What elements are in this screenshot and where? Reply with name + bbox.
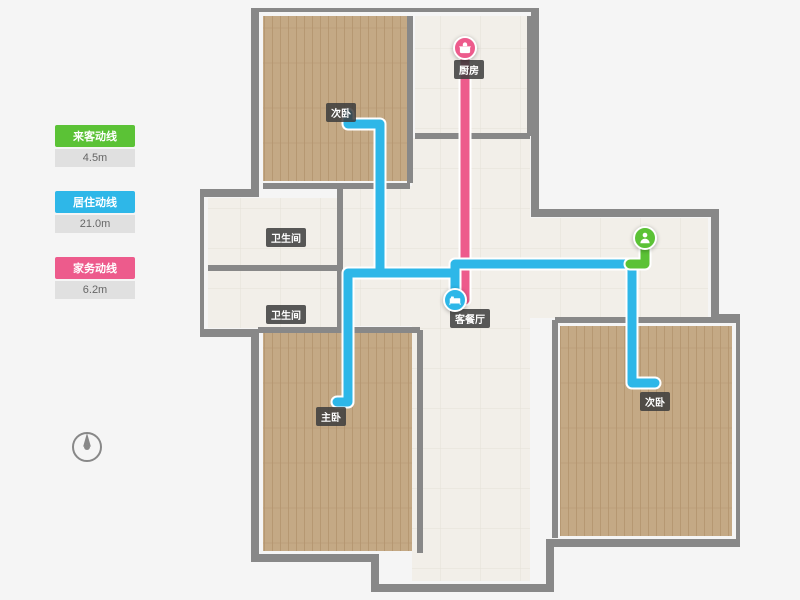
legend-label-chore: 家务动线 (55, 257, 135, 279)
legend-item-guest: 来客动线 4.5m (55, 125, 135, 167)
legend-value-living: 21.0m (55, 215, 135, 233)
chore-path-icon (453, 36, 477, 60)
room-label-master: 主卧 (316, 407, 346, 426)
compass-icon (70, 430, 104, 469)
legend-item-chore: 家务动线 6.2m (55, 257, 135, 299)
room-label-bedroom2a: 次卧 (326, 103, 356, 122)
legend-panel: 来客动线 4.5m 居住动线 21.0m 家务动线 6.2m (55, 125, 135, 323)
room-label-bathroom1: 卫生间 (266, 228, 306, 247)
room-bedroom-right (560, 326, 732, 536)
living-path-icon (443, 288, 467, 312)
legend-value-guest: 4.5m (55, 149, 135, 167)
room-master (263, 333, 418, 551)
legend-item-living: 居住动线 21.0m (55, 191, 135, 233)
guest-path-icon (633, 226, 657, 250)
floorplan-svg (200, 8, 740, 592)
floorplan-container: 厨房次卧卫生间卫生间主卧客餐厅次卧 (200, 8, 740, 592)
legend-value-chore: 6.2m (55, 281, 135, 299)
legend-label-living: 居住动线 (55, 191, 135, 213)
legend-label-guest: 来客动线 (55, 125, 135, 147)
room-label-bedroom2b: 次卧 (640, 392, 670, 411)
room-label-kitchen: 厨房 (454, 60, 484, 79)
room-label-bathroom2: 卫生间 (266, 305, 306, 324)
